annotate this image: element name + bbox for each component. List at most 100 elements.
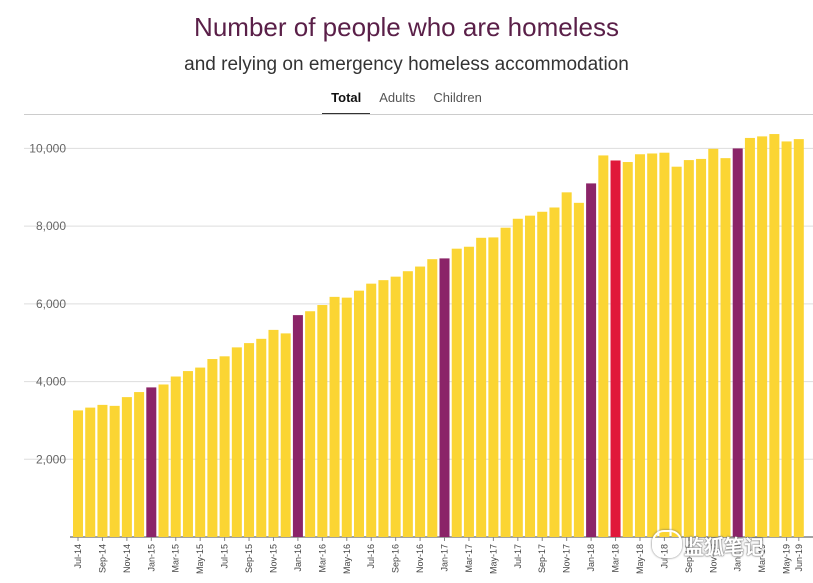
x-tick-label: Jul-14 (73, 544, 83, 569)
bar (85, 407, 96, 537)
tab-divider (24, 114, 813, 115)
bar (195, 367, 206, 537)
bar (586, 183, 597, 537)
bar (305, 311, 316, 537)
x-tick-label: May-15 (195, 544, 205, 574)
x-tick-label: Jan-17 (440, 544, 450, 572)
bar (720, 158, 731, 537)
x-tick-label: Jan-19 (733, 544, 743, 572)
bar (121, 397, 132, 537)
bar (708, 148, 719, 537)
chart-title: Number of people who are homeless (194, 12, 619, 42)
bar (476, 237, 487, 538)
x-tick-label: Mar-17 (464, 544, 474, 573)
bar (329, 296, 340, 537)
bar (207, 359, 218, 537)
x-tick-label: Jan-18 (586, 544, 596, 572)
bar (109, 405, 120, 537)
bar (573, 202, 584, 538)
bar (353, 290, 365, 537)
bar (696, 158, 707, 538)
x-tick-label: Jan-15 (146, 544, 156, 572)
bar (781, 141, 792, 538)
bar (622, 162, 633, 537)
bar (268, 329, 279, 537)
x-tick-label: Mar-15 (171, 544, 181, 573)
x-tick-label: Mar-19 (757, 544, 767, 573)
x-tick-label: Nov-14 (122, 544, 132, 573)
y-tick-label: 2,000 (36, 452, 66, 466)
bar (451, 248, 462, 537)
bar (244, 343, 255, 537)
x-tick-label: Jun-19 (794, 544, 804, 572)
x-tick-label: Sep-16 (391, 544, 401, 573)
bar (280, 333, 291, 537)
x-tick-label: Sep-17 (537, 544, 547, 573)
x-tick-label: Sep-18 (684, 544, 694, 573)
chart-subtitle: and relying on emergency homeless accomm… (184, 54, 629, 75)
bar (647, 153, 658, 538)
bar (439, 258, 450, 537)
x-tick-label: Sep-14 (97, 544, 107, 573)
x-tick-label: May-16 (342, 544, 352, 574)
bar (256, 338, 267, 537)
bar (549, 207, 560, 537)
bar (488, 237, 499, 537)
bar (659, 152, 670, 537)
x-tick-label: May-18 (635, 544, 645, 574)
bar (317, 305, 328, 537)
x-tick-label: Mar-18 (611, 544, 621, 573)
x-tick-label: Nov-17 (562, 544, 572, 573)
bar (769, 134, 780, 537)
x-tick-label: Nov-15 (268, 544, 278, 573)
bar (378, 280, 389, 537)
bar (146, 387, 157, 537)
bar (170, 376, 181, 537)
x-tick-label: Mar-16 (317, 544, 327, 573)
bar (610, 160, 621, 537)
y-tick-label: 10,000 (29, 141, 66, 155)
x-tick-label: Sep-15 (244, 544, 254, 573)
bar (402, 271, 413, 537)
bar (134, 392, 145, 537)
tab-children[interactable]: Children (433, 90, 482, 105)
bar (671, 166, 682, 538)
x-tick-label: May-17 (488, 544, 498, 574)
bar (500, 227, 511, 537)
x-tick-label: Jul-17 (513, 544, 523, 569)
bar (525, 215, 536, 537)
bar (598, 155, 609, 537)
tab-adults[interactable]: Adults (379, 90, 416, 105)
y-tick-label: 8,000 (36, 219, 66, 233)
bar (231, 347, 242, 537)
bar (292, 315, 303, 537)
tab-bar: Total Adults Children (0, 88, 813, 115)
x-tick-label: Jul-15 (220, 544, 230, 569)
bar (793, 139, 804, 538)
y-tick-label: 4,000 (36, 375, 66, 389)
bar (683, 160, 694, 538)
bar (561, 192, 572, 537)
x-tick-label: May-19 (782, 544, 792, 574)
wechat-icon (652, 530, 682, 558)
bar (415, 266, 426, 537)
x-tick-label: Jul-16 (366, 544, 376, 569)
bar (341, 297, 352, 537)
bar (427, 259, 438, 537)
x-tick-label: Nov-18 (708, 544, 718, 573)
bar (634, 154, 645, 537)
bar (732, 148, 743, 537)
bar (219, 356, 230, 537)
bar (97, 404, 108, 537)
bar (463, 246, 474, 538)
bar (73, 410, 84, 537)
bar (390, 276, 401, 537)
x-tick-label: Jan-16 (293, 544, 303, 572)
bar (537, 211, 548, 537)
bar (366, 283, 377, 537)
bar (182, 371, 193, 537)
bar (744, 137, 755, 538)
bar (158, 384, 169, 537)
bar (757, 136, 768, 537)
